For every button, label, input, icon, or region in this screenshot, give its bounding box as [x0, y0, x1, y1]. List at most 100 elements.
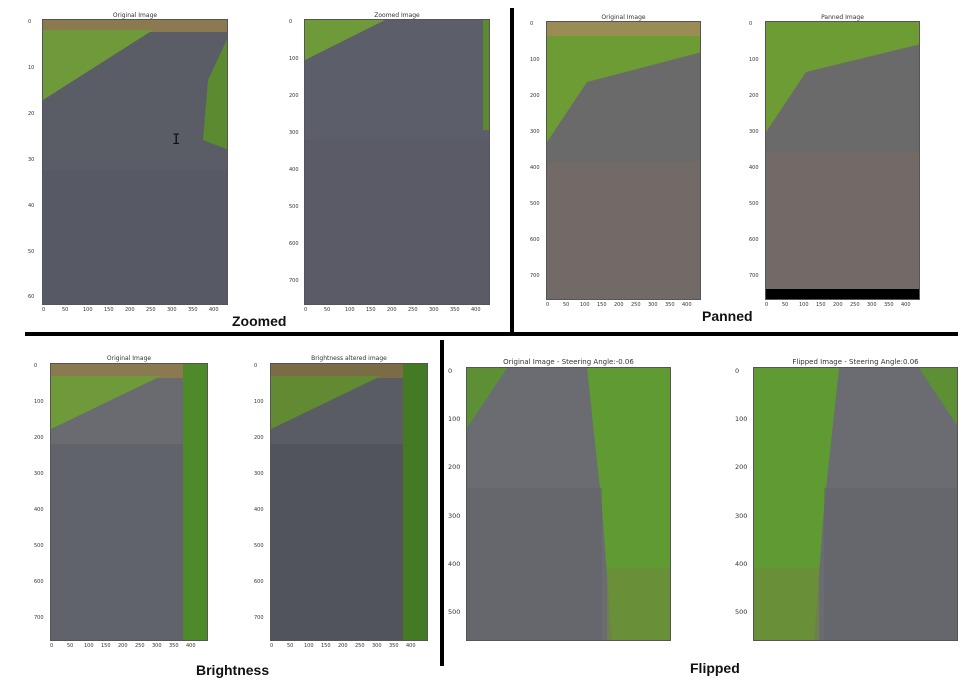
- text-cursor-icon: I: [172, 132, 181, 148]
- tick-label: 300: [867, 302, 877, 308]
- flipped-left-image: [466, 367, 671, 641]
- road-photo: [43, 20, 227, 304]
- tick-label: 500: [448, 608, 461, 616]
- tick-label: 600: [289, 241, 299, 247]
- tick-label: 100: [34, 399, 44, 405]
- tick-label: 150: [321, 643, 331, 649]
- tick-label: 400: [530, 165, 540, 171]
- tick-label: 350: [169, 643, 179, 649]
- tick-label: 500: [34, 543, 44, 549]
- road-photo: [305, 20, 489, 304]
- vertical-divider-top: [510, 8, 514, 334]
- tick-label: 300: [167, 307, 177, 313]
- tick-label: 300: [448, 512, 461, 520]
- tick-label: 100: [84, 643, 94, 649]
- zoomed-right-title: Zoomed Image: [374, 12, 420, 19]
- tick-label: 700: [289, 278, 299, 284]
- tick-label: 700: [254, 615, 264, 621]
- tick-label: 0: [254, 363, 258, 369]
- tick-label: 200: [614, 302, 624, 308]
- zoomed-left-image: [42, 19, 228, 305]
- brightness-right-title: Brightness altered image: [311, 355, 387, 362]
- tick-label: 250: [135, 643, 145, 649]
- tick-label: 0: [448, 367, 453, 375]
- tick-label: 150: [366, 307, 376, 313]
- zoomed-left-x-ticks: 0 50 100 150 200 250 300 350 400: [42, 307, 228, 315]
- tick-label: 600: [34, 579, 44, 585]
- road-photo: [51, 364, 207, 640]
- flipped-right-y-ticks: 0 100 200 300 400 500: [735, 367, 751, 641]
- tick-label: 250: [408, 307, 418, 313]
- horizontal-divider: [25, 332, 958, 336]
- panned-left-title: Original Image: [601, 14, 646, 21]
- tick-label: 400: [735, 560, 748, 568]
- tick-label: 150: [101, 643, 111, 649]
- brightness-right-image: [270, 363, 428, 641]
- flipped-caption: Flipped: [690, 660, 740, 676]
- tick-label: 50: [287, 643, 294, 649]
- tick-label: 250: [146, 307, 156, 313]
- tick-label: 400: [254, 507, 264, 513]
- road-photo: [271, 364, 427, 640]
- tick-label: 350: [188, 307, 198, 313]
- tick-label: 350: [884, 302, 894, 308]
- tick-label: 300: [749, 129, 759, 135]
- tick-label: 500: [289, 204, 299, 210]
- tick-label: 100: [83, 307, 93, 313]
- tick-label: 40: [28, 203, 35, 209]
- flipped-right-image: [753, 367, 958, 641]
- tick-label: 100: [448, 415, 461, 423]
- tick-label: 100: [799, 302, 809, 308]
- tick-label: 200: [338, 643, 348, 649]
- tick-label: 50: [62, 307, 69, 313]
- tick-label: 350: [389, 643, 399, 649]
- panned-right-x-ticks: 0 50 100 150 200 250 300 350 400: [765, 302, 920, 310]
- panned-left-x-ticks: 0 50 100 150 200 250 300 350 400: [546, 302, 701, 310]
- panned-left-image: [546, 21, 701, 300]
- tick-label: 50: [782, 302, 789, 308]
- tick-label: 0: [735, 367, 740, 375]
- tick-label: 0: [28, 19, 32, 25]
- tick-label: 200: [34, 435, 44, 441]
- tick-label: 50: [324, 307, 331, 313]
- tick-label: 60: [28, 294, 35, 300]
- tick-label: 200: [118, 643, 128, 649]
- pan-black-bar: [766, 289, 919, 299]
- tick-label: 50: [563, 302, 570, 308]
- tick-label: 100: [345, 307, 355, 313]
- tick-label: 250: [355, 643, 365, 649]
- tick-label: 0: [765, 302, 769, 308]
- tick-label: 200: [735, 463, 748, 471]
- tick-label: 150: [104, 307, 114, 313]
- flipped-left-title: Original Image - Steering Angle:-0.06: [503, 358, 634, 366]
- tick-label: 250: [850, 302, 860, 308]
- tick-label: 400: [34, 507, 44, 513]
- tick-label: 500: [530, 201, 540, 207]
- tick-label: 350: [450, 307, 460, 313]
- tick-label: 400: [682, 302, 692, 308]
- tick-label: 0: [546, 302, 550, 308]
- tick-label: 0: [50, 643, 54, 649]
- tick-label: 700: [530, 273, 540, 279]
- road-photo: [467, 368, 670, 640]
- tick-label: 0: [749, 21, 753, 27]
- tick-label: 150: [816, 302, 826, 308]
- panned-right-y-ticks: 0 100 200 300 400 500 600 700: [749, 21, 764, 300]
- tick-label: 300: [429, 307, 439, 313]
- tick-label: 400: [406, 643, 416, 649]
- tick-label: 100: [530, 57, 540, 63]
- tick-label: 500: [254, 543, 264, 549]
- tick-label: 0: [304, 307, 308, 313]
- tick-label: 600: [749, 237, 759, 243]
- tick-label: 200: [254, 435, 264, 441]
- tick-label: 10: [28, 65, 35, 71]
- tick-label: 500: [749, 201, 759, 207]
- tick-label: 350: [665, 302, 675, 308]
- tick-label: 400: [749, 165, 759, 171]
- tick-label: 200: [530, 93, 540, 99]
- tick-label: 400: [186, 643, 196, 649]
- flipped-left-y-ticks: 0 100 200 300 400 500: [448, 367, 464, 641]
- tick-label: 200: [749, 93, 759, 99]
- tick-label: 700: [749, 273, 759, 279]
- brightness-right-x-ticks: 0 50 100 150 200 250 300 350 400: [270, 643, 428, 651]
